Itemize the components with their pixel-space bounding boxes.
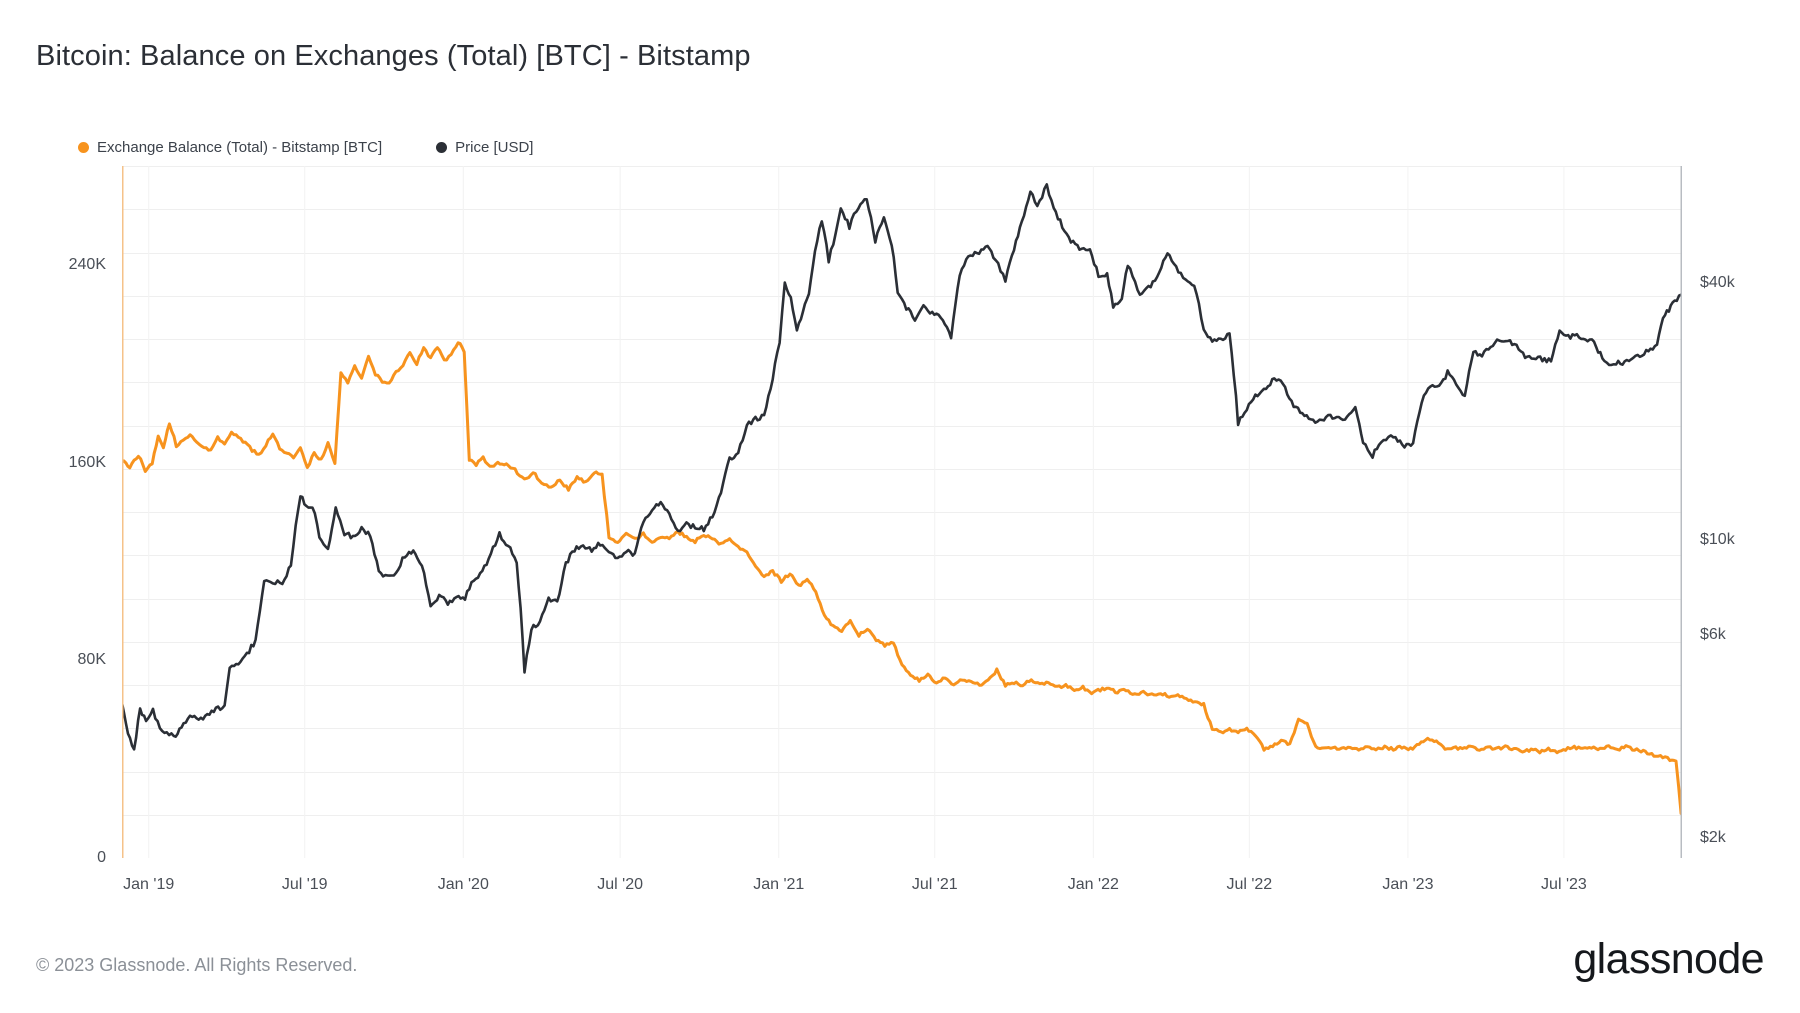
y-axis-right-tick: $2k <box>1700 829 1726 847</box>
y-axis-right-tick: $40k <box>1700 273 1735 291</box>
y-axis-right-labels: $2k $6k $10k $40k <box>1700 166 1790 858</box>
y-axis-right-tick: $6k <box>1700 625 1726 643</box>
legend-color-dot-balance <box>78 141 89 153</box>
copyright-text: © 2023 Glassnode. All Rights Reserved. <box>36 955 358 975</box>
x-axis-labels: Jan '19 Jul '19 Jan '20 Jul '20 Jan '21 Jul '… <box>122 858 1682 908</box>
x-axis-tick: Jan '21 <box>753 876 805 893</box>
x-axis-tick: Jul '22 <box>1226 876 1273 893</box>
y-axis-left-tick: 240K <box>68 255 106 273</box>
y-axis-left-tick: 80K <box>77 651 106 669</box>
chart-legend: Exchange Balance (Total) - Bitstamp [BTC… <box>78 137 533 157</box>
x-axis-tick: Jul '19 <box>281 876 328 893</box>
legend-label-price: Price [USD] <box>455 138 534 156</box>
x-axis-tick: Jul '21 <box>911 876 958 893</box>
y-axis-left-tick: 160K <box>68 453 106 471</box>
plot-area <box>122 166 1682 858</box>
x-axis-tick: Jan '19 <box>123 876 175 893</box>
x-axis-tick: Jul '23 <box>1541 876 1587 893</box>
x-axis-tick: Jan '20 <box>437 876 489 893</box>
page-title: Bitcoin: Balance on Exchanges (Total) [B… <box>36 40 751 72</box>
y-axis-right-tick: $10k <box>1700 530 1735 548</box>
x-axis-tick: Jan '23 <box>1382 876 1434 893</box>
x-axis-tick: Jan '22 <box>1067 876 1119 893</box>
legend-item-balance[interactable]: Exchange Balance (Total) - Bitstamp [BTC… <box>78 139 382 156</box>
y-axis-left-tick: 0 <box>97 849 106 866</box>
series-line-balance <box>122 341 1682 815</box>
chart-canvas <box>122 166 1682 858</box>
series-line-price <box>122 183 1682 751</box>
legend-color-dot-price <box>436 141 448 153</box>
y-axis-left-labels: 0 80K 160K 240K <box>36 166 106 866</box>
gridlines <box>122 166 1682 858</box>
glassnode-logo: glassnode <box>1573 935 1764 983</box>
series-lines <box>122 183 1682 815</box>
legend-item-price[interactable]: Price [USD] <box>436 139 533 156</box>
legend-label-balance: Exchange Balance (Total) - Bitstamp [BTC… <box>97 138 383 156</box>
x-axis-tick: Jul '20 <box>597 876 644 893</box>
